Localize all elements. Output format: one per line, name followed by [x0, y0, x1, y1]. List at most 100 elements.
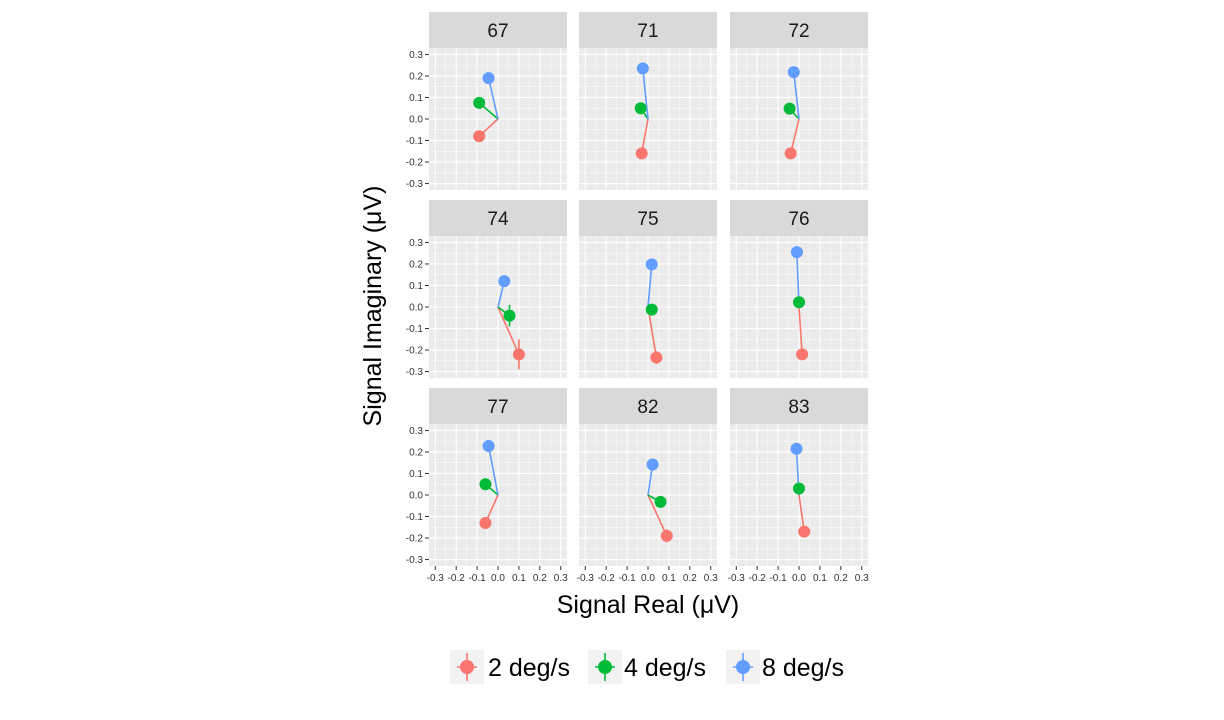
x-tick-label: 0.3	[855, 573, 869, 584]
facet-strip	[579, 200, 717, 236]
data-point	[660, 529, 673, 542]
facet-panel-83: 83	[730, 388, 868, 566]
facet-panel-77: 77	[429, 388, 567, 566]
legend-label: 2 deg/s	[488, 654, 570, 682]
facet-strip-label: 74	[487, 209, 509, 230]
facet-strip	[730, 12, 868, 48]
y-tick-label: -0.3	[406, 555, 424, 566]
data-point	[784, 147, 797, 160]
y-tick-label: -0.2	[406, 158, 424, 169]
y-tick-label: -0.1	[406, 324, 424, 335]
data-point	[636, 62, 649, 75]
x-tick-label: -0.2	[749, 573, 767, 584]
y-axis: -0.3 -0.2 -0.1 0.0 0.1 0.2 0.3 -0.3 -0.2 -0.1 0.0 0…	[406, 50, 429, 566]
x-tick-label: -0.2	[448, 573, 466, 584]
legend-key-point	[460, 660, 474, 674]
x-tick-label: -0.3	[577, 573, 595, 584]
data-point	[787, 66, 800, 79]
vector-line-0	[647, 494, 668, 537]
vector-line-0	[798, 494, 806, 532]
x-tick-label: 0.1	[813, 573, 827, 584]
data-point	[482, 72, 495, 85]
y-tick-label: -0.2	[406, 346, 424, 357]
data-point	[793, 296, 805, 309]
y-tick-label: 0.1	[409, 93, 423, 104]
data-point	[479, 478, 492, 491]
facet-panel-75: 75	[579, 200, 717, 378]
facet-panels: 67 71 72 74 75 76 77 82 83	[429, 12, 868, 566]
x-tick-label: 0.3	[704, 573, 718, 584]
vector-line-0	[497, 306, 520, 355]
x-tick-label: -0.1	[769, 573, 787, 584]
data-point	[654, 495, 667, 508]
facet-strip-label: 76	[788, 209, 809, 230]
facet-panel-67: 67	[429, 12, 567, 190]
x-tick-label: 0.0	[641, 573, 655, 584]
data-point	[793, 482, 805, 495]
data-point	[479, 516, 492, 529]
x-tick-label: 0.1	[512, 573, 526, 584]
legend-label: 8 deg/s	[762, 654, 844, 682]
data-point	[645, 258, 658, 271]
y-tick-label: 0.2	[409, 259, 423, 270]
y-tick-label: 0.2	[409, 71, 423, 82]
legend: 2 deg/s 4 deg/s 8 deg/s	[450, 650, 844, 684]
y-tick-label: 0.0	[409, 115, 423, 126]
data-point	[634, 102, 647, 115]
facet-strip-label: 83	[788, 397, 809, 418]
legend-key-point	[598, 660, 612, 674]
y-tick-label: 0.0	[409, 303, 423, 314]
data-point	[512, 348, 525, 361]
x-tick-label: 0.2	[683, 573, 697, 584]
vector-line-2	[641, 68, 649, 120]
data-point	[798, 525, 811, 538]
x-tick-label: 0.0	[792, 573, 806, 584]
facet-strip	[579, 388, 717, 424]
x-tick-label: 0.3	[554, 573, 568, 584]
facet-strip	[429, 200, 567, 236]
data-point	[646, 458, 659, 471]
facet-strip-label: 71	[637, 21, 658, 42]
y-tick-label: 0.3	[409, 50, 423, 61]
facet-strip	[579, 12, 717, 48]
vector-line-0	[798, 306, 803, 355]
facet-panel-71: 71	[579, 12, 717, 190]
y-tick-label: 0.0	[409, 491, 423, 502]
legend-key-point	[736, 660, 750, 674]
x-tick-label: -0.3	[427, 573, 445, 584]
y-tick-label: 0.2	[409, 447, 423, 458]
y-tick-label: -0.3	[406, 179, 424, 190]
x-tick-label: -0.2	[598, 573, 616, 584]
x-tick-label: 0.1	[662, 573, 676, 584]
data-point	[650, 351, 663, 364]
vector-line-2	[647, 264, 653, 308]
data-point	[482, 439, 495, 452]
data-point	[783, 102, 796, 115]
facet-strip-label: 77	[487, 397, 508, 418]
facet-panel-82: 82	[579, 388, 717, 566]
facet-strip-label: 82	[637, 397, 658, 418]
data-point	[473, 96, 486, 109]
y-tick-label: 0.1	[409, 281, 423, 292]
data-point	[503, 309, 516, 322]
y-tick-label: -0.1	[406, 512, 424, 523]
data-point	[498, 275, 511, 288]
facet-strip	[429, 12, 567, 48]
y-tick-label: -0.3	[406, 367, 424, 378]
x-tick-label: -0.1	[468, 573, 486, 584]
y-tick-label: -0.2	[406, 534, 424, 545]
x-axis: -0.3 -0.2 -0.1 0.0 0.1 0.2 0.3 -0.3 -0.2 -0.1 0.0 0…	[427, 566, 869, 584]
vector-line-0	[647, 306, 658, 358]
x-tick-label: -0.3	[728, 573, 746, 584]
facet-strip	[730, 200, 868, 236]
x-tick-label: 0.2	[834, 573, 848, 584]
facet-strip	[429, 388, 567, 424]
y-tick-label: 0.1	[409, 469, 423, 480]
data-point	[473, 130, 486, 143]
y-tick-label: -0.1	[406, 136, 424, 147]
facet-panel-74: 74	[429, 200, 567, 378]
data-point	[645, 303, 658, 316]
data-point	[790, 442, 803, 455]
legend-label: 4 deg/s	[624, 654, 706, 682]
y-tick-label: 0.3	[409, 426, 423, 437]
